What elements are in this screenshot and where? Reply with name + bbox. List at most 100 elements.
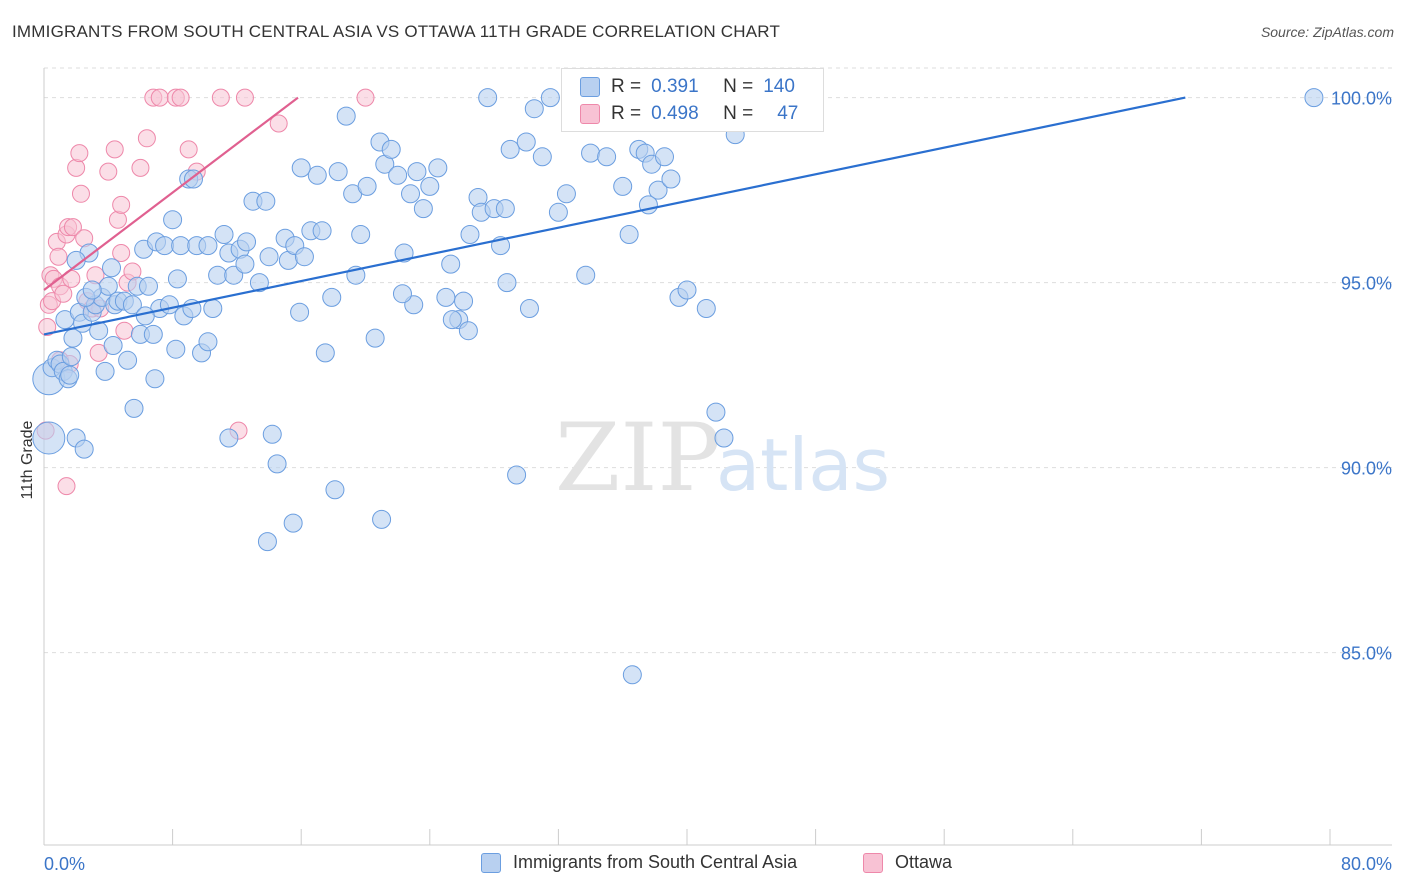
immigrants-point	[122, 295, 142, 315]
ottawa-points	[36, 88, 375, 496]
y-tick-label: 85.0%	[1341, 644, 1392, 664]
immigrants-point	[714, 428, 734, 448]
ottawa-point	[105, 140, 124, 159]
immigrants-point	[388, 165, 408, 185]
immigrants-point	[198, 332, 218, 352]
immigrants-point	[328, 162, 348, 182]
immigrants-point	[143, 324, 163, 344]
immigrants-point	[661, 169, 681, 189]
immigrants-point	[208, 265, 228, 285]
ottawa-point	[71, 184, 90, 203]
immigrants-point	[401, 184, 421, 204]
immigrants-point	[95, 361, 115, 381]
immigrants-point	[82, 280, 102, 300]
legend-label-immigrants: Immigrants from South Central Asia	[513, 852, 798, 872]
immigrants-point	[394, 243, 414, 263]
immigrants-point	[613, 176, 633, 196]
immigrants-point	[597, 147, 617, 167]
immigrants-point	[145, 369, 165, 389]
immigrants-point	[214, 225, 234, 244]
immigrants-point	[392, 284, 412, 304]
ottawa-point	[115, 321, 134, 340]
immigrants-points	[32, 88, 1324, 685]
immigrants-point	[357, 176, 377, 196]
y-tick-label: 95.0%	[1341, 274, 1392, 294]
immigrants-point	[283, 513, 303, 533]
immigrants-point	[351, 225, 371, 244]
legend-swatch-pink	[580, 104, 600, 124]
immigrants-point	[135, 306, 155, 326]
immigrants-point	[118, 350, 138, 370]
legend-r-label: R =	[611, 76, 642, 97]
legend-item-immigrants: Immigrants from South Central Asia	[481, 852, 797, 873]
ottawa-point	[63, 218, 82, 237]
immigrants-point	[365, 328, 385, 348]
immigrants-point	[436, 287, 456, 307]
legend-item-ottawa: Ottawa	[863, 852, 952, 873]
immigrants-point	[307, 165, 327, 185]
ottawa-point	[38, 318, 57, 336]
immigrants-point	[460, 225, 480, 244]
immigrants-point	[171, 236, 191, 256]
immigrants-point	[516, 132, 536, 152]
ottawa-point	[269, 114, 288, 133]
ottawa-point	[54, 284, 73, 303]
immigrants-point	[519, 299, 539, 318]
immigrants-point	[648, 180, 668, 200]
watermark-zip: ZIP	[555, 404, 721, 513]
immigrants-point	[420, 176, 440, 196]
trend-lines	[43, 96, 1186, 336]
immigrants-point	[556, 184, 576, 204]
x-ticks	[43, 829, 1331, 845]
immigrants-point	[454, 291, 474, 311]
ottawa-point	[150, 88, 169, 107]
immigrants-point	[256, 191, 276, 211]
watermark: ZIP atlas	[555, 404, 890, 513]
immigrants-point	[581, 143, 601, 163]
immigrants-point	[442, 310, 462, 330]
immigrants-point	[203, 299, 223, 318]
legend-row-ottawa: R = 0.498 N = 47	[580, 102, 798, 126]
ottawa-point	[108, 210, 127, 229]
immigrants-point	[257, 532, 277, 552]
x-tick-label-max: 80.0%	[1341, 854, 1392, 874]
ottawa-point	[57, 477, 76, 496]
immigrants-point	[291, 158, 311, 178]
immigrants-point	[124, 398, 144, 418]
ottawa-point	[99, 162, 118, 181]
legend-swatch-blue	[481, 852, 501, 873]
immigrants-point	[507, 465, 527, 485]
immigrants-point	[322, 287, 342, 307]
y-tick-labels: 85.0% 90.0% 95.0% 100.0%	[1331, 89, 1392, 664]
immigrants-point	[32, 421, 66, 455]
immigrants-point	[167, 269, 187, 289]
immigrants-point	[237, 232, 257, 252]
immigrants-point	[262, 424, 282, 444]
immigrants-point	[166, 339, 186, 359]
immigrants-point	[428, 158, 448, 178]
immigrants-trend-line	[43, 96, 1186, 336]
legend-label-ottawa: Ottawa	[895, 852, 953, 872]
immigrants-point	[294, 247, 314, 267]
y-tick-label: 100.0%	[1331, 89, 1392, 109]
ottawa-point	[70, 144, 89, 163]
immigrants-point	[259, 247, 279, 267]
immigrants-point	[524, 99, 544, 119]
immigrants-point	[336, 106, 356, 126]
immigrants-point	[372, 509, 392, 529]
immigrants-point	[619, 225, 639, 244]
immigrants-point	[495, 199, 515, 219]
immigrants-point	[325, 480, 345, 500]
immigrants-point	[407, 162, 427, 182]
immigrants-point	[622, 665, 642, 685]
immigrants-point	[532, 147, 552, 167]
series-legend: Immigrants from South Central Asia Ottaw…	[0, 852, 1406, 876]
source-credit: Source: ZipAtlas.com	[1260, 24, 1394, 40]
ottawa-point	[112, 195, 131, 214]
immigrants-point	[60, 365, 80, 385]
immigrants-point	[138, 276, 158, 296]
immigrants-point	[219, 428, 239, 448]
legend-n-value: 140	[763, 76, 795, 97]
ottawa-point	[112, 244, 131, 262]
